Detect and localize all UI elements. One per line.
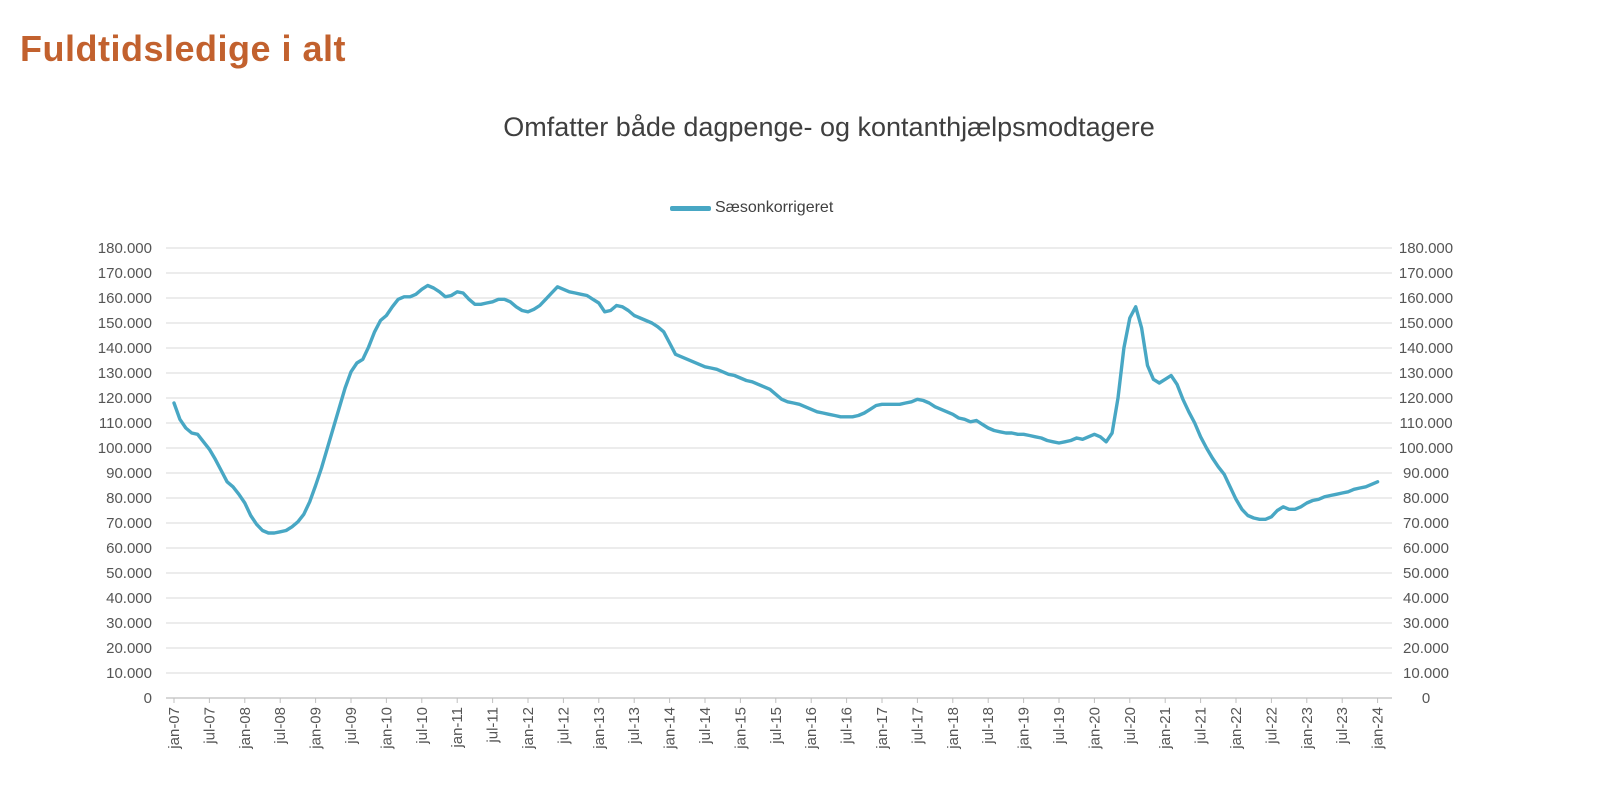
svg-text:80.000: 80.000 <box>1403 490 1449 507</box>
legend-label: Sæsonkorrigeret <box>715 199 834 216</box>
svg-text:jan-15: jan-15 <box>732 707 749 750</box>
svg-text:20.000: 20.000 <box>106 640 152 657</box>
svg-text:100.000: 100.000 <box>98 440 152 457</box>
svg-text:jul-23: jul-23 <box>1334 707 1351 745</box>
svg-text:jan-08: jan-08 <box>237 707 254 750</box>
svg-text:40.000: 40.000 <box>106 590 152 607</box>
svg-text:40.000: 40.000 <box>1403 590 1449 607</box>
page-title: Fuldtidsledige i alt <box>20 28 347 69</box>
svg-text:jul-09: jul-09 <box>343 707 360 745</box>
svg-text:70.000: 70.000 <box>1403 515 1449 532</box>
svg-text:jan-10: jan-10 <box>378 707 395 750</box>
svg-text:90.000: 90.000 <box>106 465 152 482</box>
svg-text:160.000: 160.000 <box>98 290 152 307</box>
svg-text:jan-11: jan-11 <box>449 707 466 749</box>
svg-text:jul-14: jul-14 <box>697 707 714 745</box>
svg-text:jul-18: jul-18 <box>980 707 997 745</box>
svg-text:50.000: 50.000 <box>106 565 152 582</box>
svg-text:jul-19: jul-19 <box>1051 707 1068 745</box>
svg-text:180.000: 180.000 <box>1399 240 1453 257</box>
y-axis-right-labels: 0 10.000 20.000 30.000 40.000 50.000 60.000 70.… <box>1399 240 1453 707</box>
svg-text:jul-17: jul-17 <box>909 707 926 745</box>
svg-text:jul-12: jul-12 <box>555 707 572 745</box>
svg-text:30.000: 30.000 <box>106 615 152 632</box>
svg-text:jan-16: jan-16 <box>803 707 820 750</box>
svg-text:150.000: 150.000 <box>98 315 152 332</box>
svg-text:jan-18: jan-18 <box>945 707 962 750</box>
svg-text:jan-14: jan-14 <box>662 707 679 750</box>
svg-text:130.000: 130.000 <box>98 365 152 382</box>
svg-text:0: 0 <box>144 690 152 707</box>
svg-text:jul-20: jul-20 <box>1122 707 1139 745</box>
svg-text:0: 0 <box>1422 690 1430 707</box>
y-axis-left-labels: 0 10.000 20.000 30.000 40.000 50.000 60.000 70.… <box>98 240 152 707</box>
svg-text:jul-07: jul-07 <box>201 707 218 745</box>
svg-text:20.000: 20.000 <box>1403 640 1449 657</box>
svg-text:jan-20: jan-20 <box>1086 707 1103 750</box>
chart-legend: Sæsonkorrigeret <box>670 199 833 217</box>
svg-text:100.000: 100.000 <box>1399 440 1453 457</box>
svg-text:110.000: 110.000 <box>99 415 152 432</box>
svg-text:180.000: 180.000 <box>98 240 152 257</box>
svg-text:30.000: 30.000 <box>1403 615 1449 632</box>
svg-text:jan-19: jan-19 <box>1016 707 1033 750</box>
svg-text:10.000: 10.000 <box>1403 665 1449 682</box>
svg-text:jan-17: jan-17 <box>874 707 891 750</box>
svg-text:jan-21: jan-21 <box>1157 707 1174 750</box>
svg-text:jan-09: jan-09 <box>308 707 325 750</box>
svg-text:150.000: 150.000 <box>1399 315 1453 332</box>
svg-text:jan-07: jan-07 <box>166 707 183 750</box>
svg-text:170.000: 170.000 <box>98 265 152 282</box>
svg-text:jul-08: jul-08 <box>272 707 289 745</box>
svg-text:120.000: 120.000 <box>1399 390 1453 407</box>
gridlines <box>166 247 1392 674</box>
svg-text:jan-13: jan-13 <box>591 707 608 750</box>
x-axis-labels: jan-07 jul-07 jan-08 jul-08 jan-09 jul-09 jan-… <box>166 707 1387 750</box>
svg-text:jul-16: jul-16 <box>839 707 856 745</box>
svg-text:jan-23: jan-23 <box>1299 707 1316 750</box>
svg-text:jan-22: jan-22 <box>1228 707 1245 750</box>
legend-line-icon <box>670 205 711 211</box>
svg-text:60.000: 60.000 <box>106 540 152 557</box>
svg-text:jul-11: jul-11 <box>485 707 502 744</box>
svg-text:jul-10: jul-10 <box>414 707 431 745</box>
svg-text:110.000: 110.000 <box>1399 415 1452 432</box>
svg-text:90.000: 90.000 <box>1403 465 1449 482</box>
series-line-saesonkorrigeret <box>172 283 1380 535</box>
svg-text:jan-12: jan-12 <box>520 707 537 750</box>
chart-subtitle: Omfatter både dagpenge- og kontanthjælps… <box>503 112 1155 142</box>
svg-text:jul-13: jul-13 <box>626 707 643 745</box>
svg-text:jan-24: jan-24 <box>1370 707 1387 750</box>
svg-text:80.000: 80.000 <box>106 490 152 507</box>
svg-text:140.000: 140.000 <box>98 340 152 357</box>
x-axis <box>166 697 1392 703</box>
svg-text:70.000: 70.000 <box>106 515 152 532</box>
svg-text:jul-21: jul-21 <box>1193 707 1210 745</box>
svg-text:10.000: 10.000 <box>106 665 152 682</box>
svg-text:160.000: 160.000 <box>1399 290 1453 307</box>
svg-text:50.000: 50.000 <box>1403 565 1449 582</box>
svg-text:140.000: 140.000 <box>1399 340 1453 357</box>
svg-text:jul-22: jul-22 <box>1263 707 1280 745</box>
svg-text:120.000: 120.000 <box>98 390 152 407</box>
svg-text:170.000: 170.000 <box>1399 265 1453 282</box>
svg-text:130.000: 130.000 <box>1399 365 1453 382</box>
svg-text:jul-15: jul-15 <box>768 707 785 745</box>
svg-text:60.000: 60.000 <box>1403 540 1449 557</box>
